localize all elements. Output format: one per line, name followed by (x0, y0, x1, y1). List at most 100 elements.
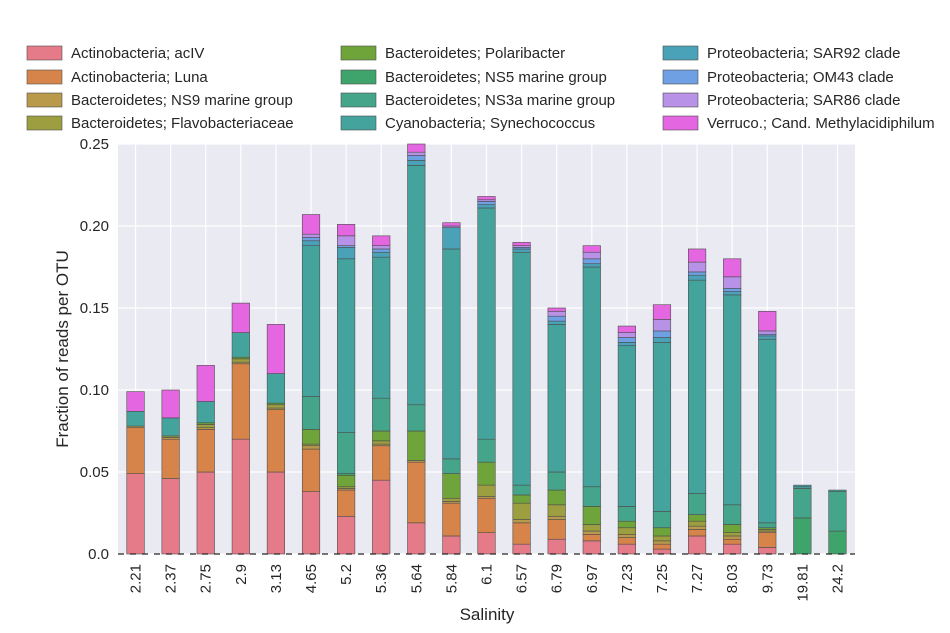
bar-segment (687, 493, 707, 515)
bar-segment (372, 440, 391, 445)
x-tick-label: 6.97 (584, 564, 601, 593)
bar-segment (266, 404, 286, 409)
x-tick-label: 2.9 (233, 564, 250, 585)
bar-segment (337, 489, 356, 517)
x-tick-label: 7.23 (619, 564, 636, 593)
bar-segment (337, 247, 356, 260)
bar-stack-2.21 (126, 391, 145, 555)
bar-segment (407, 155, 426, 161)
bar-segment (196, 365, 215, 402)
bar-segment (723, 524, 742, 533)
bar-segment (231, 302, 250, 333)
bar-segment (372, 430, 391, 442)
bar-segment (477, 532, 496, 555)
bar-stack-6.79 (547, 307, 566, 555)
bar-segment (617, 332, 636, 338)
bar-segment (687, 535, 707, 555)
legend-entry: Bacteroidetes; NS5 marine group (340, 69, 607, 86)
bar-segment (266, 373, 286, 404)
bar-segment (337, 258, 356, 433)
bar-segment (793, 517, 812, 555)
bar-segment (617, 520, 636, 529)
bar-segment (582, 524, 601, 532)
bar-segment (828, 530, 847, 555)
bar-segment (652, 548, 672, 555)
bar-segment (617, 337, 636, 343)
bar-segment (512, 519, 531, 524)
bar-segment (617, 527, 636, 535)
legend-label: Bacteroidetes; Flavobacteriaceae (71, 115, 294, 132)
bar-stack-5.64 (407, 143, 426, 555)
bar-segment (161, 438, 180, 479)
legend-entry: Bacteroidetes; NS3a marine group (340, 92, 615, 109)
legend-swatch (662, 45, 699, 61)
bar-segment (687, 520, 707, 527)
bar-segment (301, 429, 321, 445)
bar-segment (723, 538, 742, 545)
bar-segment (582, 534, 601, 542)
bar-segment (723, 294, 742, 506)
bar-segment (793, 488, 812, 519)
bar-stack-5.84 (442, 222, 461, 555)
bar-stack-2.75 (196, 365, 215, 555)
legend-entry: Bacteroidetes; NS9 marine group (26, 92, 293, 109)
bar-segment (301, 445, 321, 450)
bar-segment (687, 248, 707, 263)
bar-segment (582, 258, 601, 265)
bar-segment (687, 261, 707, 273)
y-tick-label: 0.25 (80, 136, 109, 153)
bar-segment (512, 251, 531, 486)
x-tick-label: 4.65 (303, 564, 320, 593)
bar-segment (652, 535, 672, 542)
y-tick-label: 0.05 (80, 464, 109, 481)
y-axis-label: Fraction of reads per OTU (53, 250, 72, 447)
bar-segment (652, 527, 672, 537)
legend-entry: Proteobacteria; SAR86 clade (662, 92, 900, 109)
bar-segment (126, 391, 145, 412)
bar-segment (407, 165, 426, 406)
y-tick-label: 0.15 (80, 300, 109, 317)
bar-segment (372, 397, 391, 432)
bar-segment (582, 486, 601, 507)
x-tick-label: 2.37 (163, 564, 180, 593)
bar-segment (301, 448, 321, 492)
legend-label: Proteobacteria; SAR92 clade (707, 45, 900, 62)
bar-stack-24.2 (828, 489, 847, 555)
x-tick-label: 5.84 (443, 564, 460, 593)
bar-segment (512, 543, 531, 555)
legend-entry: Bacteroidetes; Flavobacteriaceae (26, 115, 294, 132)
legend-entry: Actinobacteria; acIV (26, 45, 204, 62)
bar-segment (337, 224, 356, 237)
bar-segment (337, 515, 356, 555)
bar-segment (582, 506, 601, 525)
y-tick-label: 0.0 (88, 546, 109, 563)
bar-segment (617, 534, 636, 538)
bar-segment (372, 251, 391, 258)
bar-segment (407, 404, 426, 432)
bar-segment (652, 540, 672, 545)
bar-segment (161, 389, 180, 419)
bar-stack-5.36 (372, 235, 391, 555)
bar-segment (512, 248, 531, 253)
bar-segment (196, 401, 215, 424)
legend-label: Proteobacteria; OM43 clade (707, 69, 894, 86)
bar-segment (723, 535, 742, 540)
bar-segment (196, 424, 215, 429)
bar-stack-5.2 (337, 224, 356, 555)
bar-segment (547, 504, 566, 517)
legend-label: Actinobacteria; acIV (71, 45, 204, 62)
bars (118, 143, 855, 555)
x-tick-label: 2.75 (198, 564, 215, 593)
bar-segment (547, 320, 566, 325)
bar-segment (301, 491, 321, 555)
x-tick-label: 8.03 (724, 564, 741, 593)
bar-stack-9.73 (758, 310, 777, 555)
bar-segment (547, 471, 566, 491)
bar-segment (547, 538, 566, 555)
bar-segment (687, 279, 707, 494)
bar-segment (126, 473, 145, 555)
y-tick-label: 0.10 (80, 382, 109, 399)
bar-segment (477, 196, 496, 201)
legend-entry: Actinobacteria; Luna (26, 69, 208, 86)
